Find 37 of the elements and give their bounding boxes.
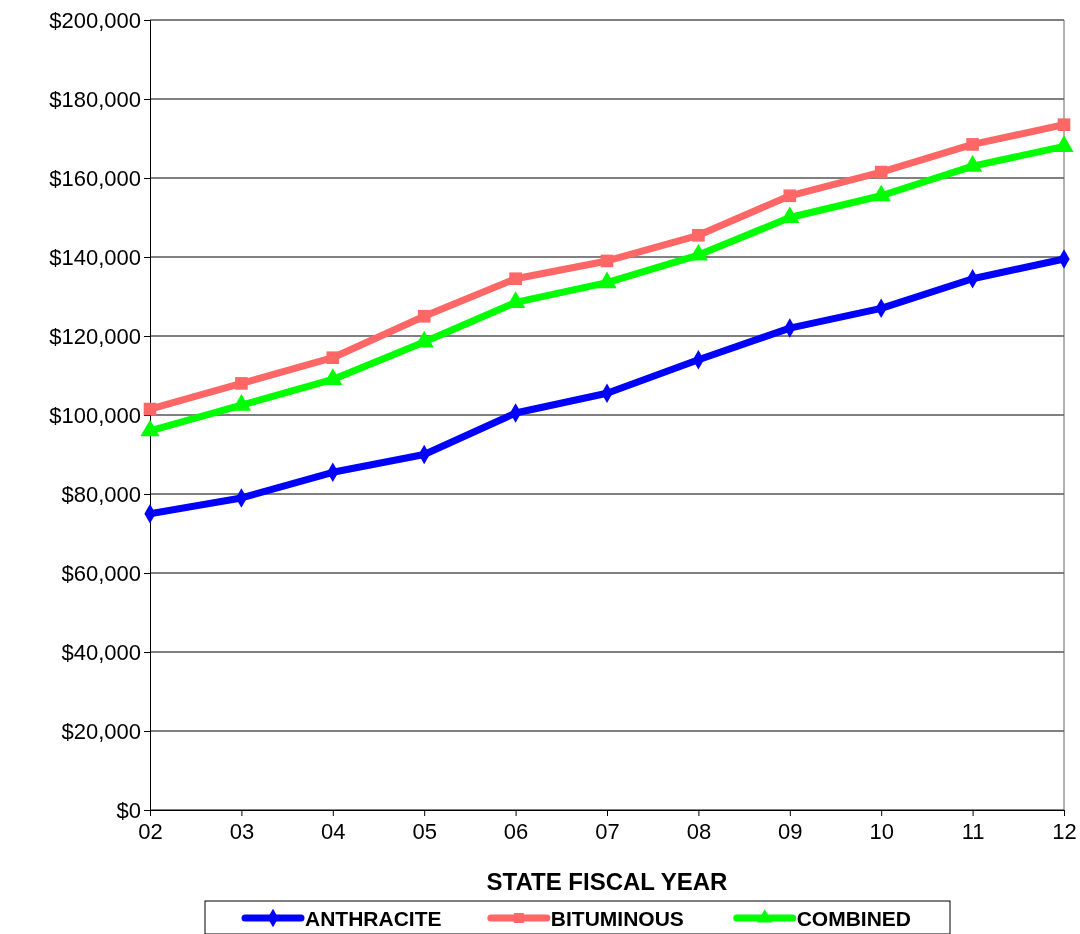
point [783, 189, 797, 203]
y-tick-label: $40,000 [61, 639, 141, 665]
y-tick-label: $20,000 [61, 718, 141, 744]
x-tick-label: 09 [778, 818, 803, 844]
x-tick-label: 07 [595, 818, 620, 844]
y-tick-label: $200,000 [49, 7, 141, 33]
y-tick-label: $80,000 [61, 481, 141, 507]
y-tick-label: $0 [116, 797, 141, 823]
x-tick-label: 04 [321, 818, 346, 844]
point [692, 228, 705, 242]
y-tick-label: $160,000 [49, 165, 141, 191]
x-tick-label: 05 [412, 818, 437, 844]
x-tick-label: 06 [503, 818, 529, 844]
x-tick-label: 03 [229, 818, 255, 844]
y-tick-label: $180,000 [49, 86, 141, 112]
x-axis-title: STATE FISCAL YEAR [486, 868, 728, 895]
x-tick-label: 02 [138, 818, 163, 844]
legend-label: COMBINED [796, 907, 912, 930]
legend-label: ANTHRACITE [305, 907, 442, 930]
x-tick-label: 11 [961, 818, 985, 844]
point [326, 351, 340, 365]
point [235, 377, 248, 390]
point [966, 138, 979, 151]
x-tick-label: 12 [1052, 818, 1077, 844]
y-tick-label: $140,000 [49, 244, 141, 270]
x-tick-label: 10 [869, 818, 894, 844]
point [509, 272, 522, 286]
y-tick-label: $60,000 [61, 560, 141, 586]
point [143, 402, 157, 416]
point [417, 309, 431, 323]
point [874, 165, 888, 179]
x-tick-label: 08 [686, 818, 712, 844]
y-tick-label: $100,000 [49, 402, 141, 428]
y-tick-label: $120,000 [49, 323, 141, 349]
point [1057, 118, 1071, 131]
point [600, 254, 614, 268]
legend-label: BITUMINOUS [550, 907, 684, 930]
